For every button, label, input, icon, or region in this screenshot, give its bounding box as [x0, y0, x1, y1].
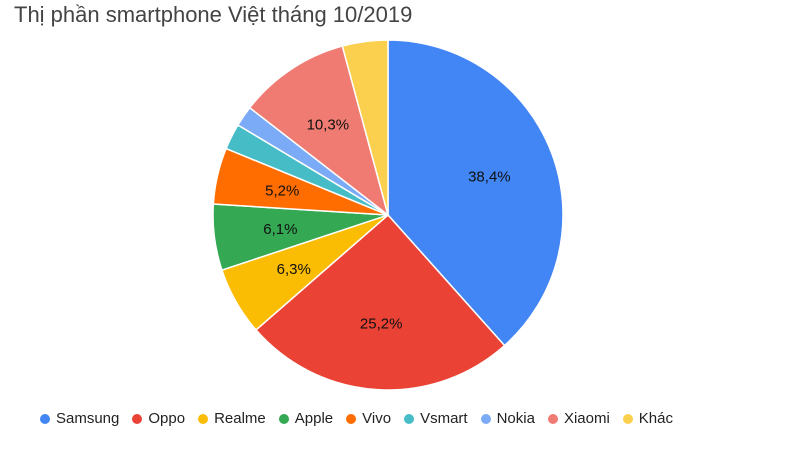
legend-marker: [40, 413, 50, 424]
legend-label: Samsung: [56, 410, 120, 427]
slice-label-oppo: 25,2%: [360, 315, 403, 332]
pie-chart: 38,4% 25,2% 6,3% 6,1% 5,2% 10,3%: [212, 39, 564, 391]
legend-marker: [132, 413, 143, 424]
legend-marker: [346, 413, 357, 424]
legend-label: Xiaomi: [563, 410, 610, 427]
legend-item-oppo[interactable]: Oppo: [132, 410, 185, 427]
legend-label: Nokia: [496, 410, 535, 427]
legend-marker: [547, 413, 558, 424]
legend-marker: [480, 413, 491, 424]
legend-item-realme[interactable]: Realme: [198, 410, 266, 427]
legend-label: Vivo: [362, 410, 392, 427]
legend-item-apple[interactable]: Apple: [278, 410, 334, 427]
slice-label-xiaomi: 10,3%: [307, 117, 350, 134]
legend-marker: [278, 413, 289, 424]
legend-marker: [622, 413, 633, 424]
pie-slice-khác: [341, 39, 389, 216]
chart-legend: Samsung Oppo Realme Apple Vivo Vsmart Nokia Xia…: [40, 410, 780, 427]
legend-label: Realme: [214, 410, 266, 427]
legend-marker: [404, 413, 415, 424]
legend-item-khác[interactable]: Khác: [622, 410, 673, 427]
slice-label-apple: 6,1%: [263, 221, 297, 238]
legend-label: Vsmart: [420, 410, 468, 427]
slice-label-vivo: 5,2%: [265, 183, 299, 200]
legend-item-vivo[interactable]: Vivo: [346, 410, 391, 427]
chart-title: Thị phần smartphone Việt tháng 10/2019: [14, 2, 413, 27]
legend-item-nokia[interactable]: Nokia: [480, 410, 535, 427]
slice-label-samsung: 38,4%: [468, 168, 511, 185]
legend-label: Oppo: [148, 410, 186, 427]
legend-item-vsmart[interactable]: Vsmart: [404, 410, 468, 427]
pie-slice-oppo: [254, 213, 506, 391]
legend-item-xiaomi[interactable]: Xiaomi: [547, 410, 610, 427]
legend-marker: [198, 413, 209, 424]
legend-item-samsung[interactable]: Samsung: [40, 410, 119, 427]
legend-label: Khác: [638, 410, 673, 427]
slice-label-realme: 6,3%: [277, 261, 311, 278]
legend-label: Apple: [294, 410, 334, 427]
pie-slice-samsung: [387, 39, 564, 347]
